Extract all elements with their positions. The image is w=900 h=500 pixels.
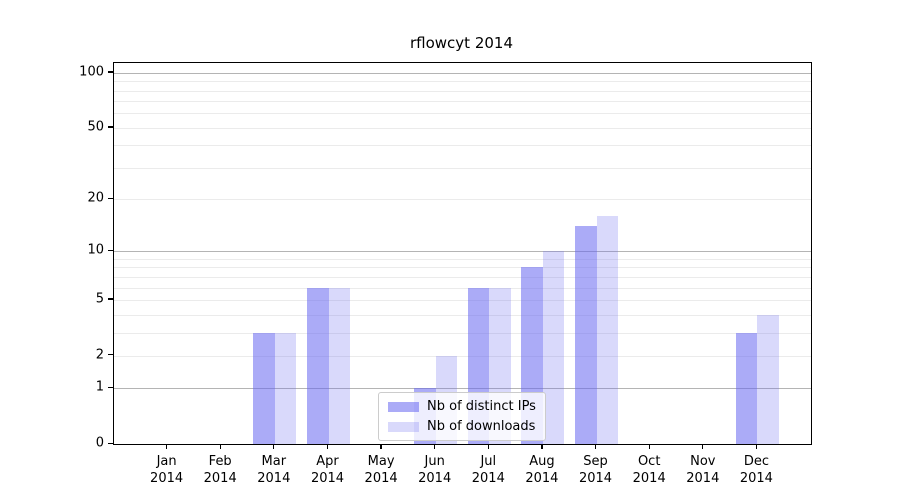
bar-ips-dec — [735, 332, 758, 444]
x-tick-mark — [541, 444, 543, 449]
x-tick-label: May 2014 — [364, 454, 398, 486]
y-tick-mark — [108, 71, 113, 73]
bar-ips-mar — [253, 332, 275, 444]
y-tick-label: 20 — [87, 190, 104, 206]
x-tick-mark — [702, 444, 704, 449]
x-tick-label: Jun 2014 — [418, 454, 452, 486]
y-tick-label: 2 — [95, 347, 104, 363]
plot-area: Nb of distinct IPs Nb of downloads — [113, 62, 812, 445]
x-tick-mark — [594, 444, 597, 449]
y-tick-mark — [108, 298, 113, 300]
legend-label-downloads: Nb of downloads — [427, 419, 536, 434]
x-tick-mark — [380, 444, 382, 449]
y-tick-label: 5 — [95, 291, 104, 307]
x-tick-mark — [219, 444, 221, 449]
gridline-minor — [114, 287, 811, 289]
gridline-major — [114, 388, 811, 390]
legend-item-distinct-ips: Nb of distinct IPs — [388, 399, 537, 414]
gridline-minor — [114, 258, 811, 260]
y-tick-label: 0 — [95, 435, 104, 451]
gridline-minor — [114, 145, 811, 147]
gridline-minor — [114, 90, 811, 92]
x-tick-label: Oct 2014 — [632, 454, 666, 486]
gridline-major — [114, 72, 811, 74]
legend-swatch-downloads-icon — [388, 421, 419, 432]
gridline-minor — [114, 314, 811, 316]
x-tick-mark — [434, 444, 436, 449]
y-tick-label: 1 — [95, 379, 104, 395]
gridline-minor — [114, 355, 811, 357]
x-tick-label: Apr 2014 — [310, 454, 345, 486]
gridline-minor — [114, 199, 811, 201]
x-tick-label: Nov 2014 — [686, 454, 720, 486]
gridline-minor — [114, 167, 811, 169]
gridline-minor — [114, 299, 811, 301]
y-tick-label: 100 — [79, 64, 104, 80]
legend-swatch-distinct-ips-icon — [388, 401, 419, 412]
bar-ips-apr — [307, 287, 329, 444]
x-tick-mark — [648, 444, 650, 449]
x-tick-label: Aug 2014 — [525, 454, 559, 486]
x-tick-mark — [487, 444, 489, 449]
x-tick-mark — [755, 444, 758, 449]
bar-downloads-dec — [757, 314, 779, 444]
legend-label-distinct-ips: Nb of distinct IPs — [427, 399, 536, 414]
y-tick-mark — [108, 442, 113, 444]
x-tick-mark — [273, 444, 275, 449]
gridline-major — [114, 251, 811, 253]
y-tick-mark — [108, 249, 113, 251]
x-tick-label: Feb 2014 — [203, 454, 237, 486]
gridline-minor — [114, 267, 811, 269]
bar-downloads-sep — [596, 216, 618, 444]
gridline-minor — [114, 127, 811, 129]
y-tick-mark — [108, 126, 113, 128]
gridline-minor — [114, 332, 811, 334]
gridline-minor — [114, 81, 811, 83]
bar-downloads-aug — [542, 251, 565, 444]
x-tick-label: Jan 2014 — [150, 454, 184, 486]
x-tick-label: Jul 2014 — [471, 454, 505, 486]
bar-downloads-mar — [274, 332, 297, 444]
bar-ips-sep — [575, 226, 597, 444]
gridline-minor — [114, 113, 811, 115]
chart-title: rflowcyt 2014 — [409, 34, 513, 52]
gridline-minor — [114, 101, 811, 103]
legend-item-downloads: Nb of downloads — [388, 419, 537, 434]
x-tick-label: Dec 2014 — [739, 454, 773, 486]
y-tick-mark — [108, 386, 113, 389]
x-tick-label: Sep 2014 — [578, 454, 613, 486]
x-tick-mark — [326, 444, 329, 449]
x-tick-label: Mar 2014 — [257, 454, 291, 486]
y-tick-mark — [108, 354, 113, 356]
legend-box: Nb of distinct IPs Nb of downloads — [378, 392, 546, 441]
gridline-minor — [114, 276, 811, 278]
y-tick-label: 50 — [87, 119, 104, 135]
y-tick-label: 10 — [87, 242, 104, 258]
y-tick-mark — [108, 197, 113, 199]
x-tick-mark — [165, 444, 168, 449]
bar-downloads-apr — [328, 287, 350, 444]
